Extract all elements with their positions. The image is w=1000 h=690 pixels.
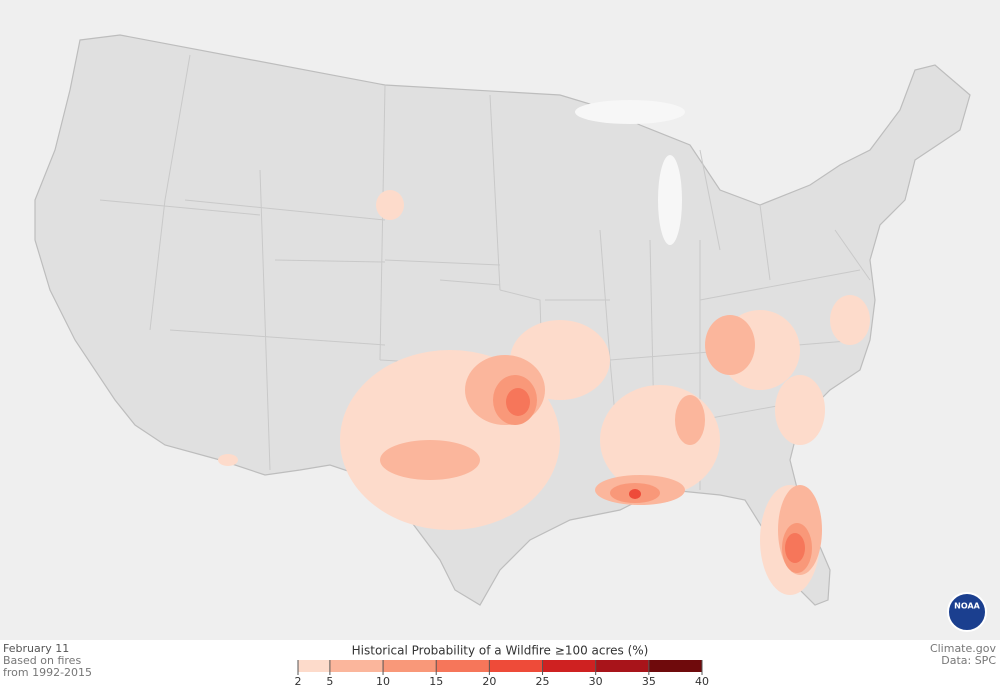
legend-tick-label: 25 (536, 675, 550, 688)
fire-area (675, 395, 705, 445)
legend-tick-label: 40 (695, 675, 709, 688)
legend-swatch (489, 660, 543, 672)
fire-area (376, 190, 404, 220)
fire-area (830, 295, 870, 345)
logo-text: NOAA (954, 602, 980, 611)
lake-superior (575, 100, 685, 124)
legend-swatch (298, 660, 330, 672)
legend-tick-label: 35 (642, 675, 656, 688)
fire-areas (218, 190, 870, 595)
note: Based on fires (3, 654, 81, 667)
fire-area (629, 489, 641, 499)
date: February 11 (3, 642, 69, 655)
legend-swatch (436, 660, 490, 672)
fire-area (775, 375, 825, 445)
legend-title: Historical Probability of a Wildfire ≥10… (352, 644, 649, 658)
credit: Climate.gov (930, 642, 997, 655)
note: from 1992-2015 (3, 666, 92, 679)
fire-area (506, 388, 530, 416)
legend-tick-label: 5 (326, 675, 333, 688)
legend-swatch (542, 660, 596, 672)
legend-swatch (329, 660, 384, 672)
legend-tick-label: 2 (295, 675, 302, 688)
legend: 2 5 10 15 20 25 30 35 40 (295, 660, 709, 688)
legend-swatch (648, 660, 702, 672)
legend-tick-label: 15 (429, 675, 443, 688)
logo (947, 592, 987, 632)
fire-area (705, 315, 755, 375)
fire-area (380, 440, 480, 480)
legend-tick-label: 20 (482, 675, 496, 688)
legend-swatch (383, 660, 437, 672)
legend-tick-label: 30 (589, 675, 603, 688)
fire-area (218, 454, 238, 466)
lake-michigan (658, 155, 682, 245)
legend-tick-label: 10 (376, 675, 390, 688)
credit: Data: SPC (941, 654, 996, 667)
legend-swatch (595, 660, 649, 672)
fire-area (785, 533, 805, 563)
